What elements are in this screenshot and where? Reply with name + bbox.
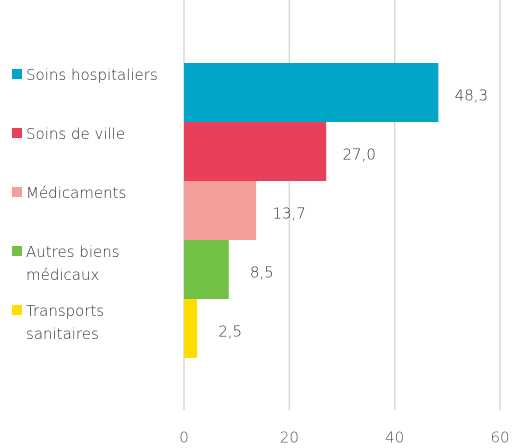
legend-swatch [12, 246, 22, 256]
bar [184, 299, 198, 358]
category-label: Médicaments [26, 184, 126, 202]
category-label-line: Autres biens [26, 243, 120, 261]
bar [184, 181, 257, 240]
category-label-line: sanitaires [26, 325, 99, 343]
category-label-line: Transports [26, 302, 104, 320]
value-label: 2,5 [218, 323, 242, 341]
x-tick-label: 40 [385, 429, 404, 447]
value-label: 48,3 [455, 87, 488, 105]
category-label-line: Soins de ville [26, 125, 125, 143]
legend-swatch [12, 305, 22, 315]
category-label: Soins de ville [26, 125, 125, 143]
category-label-line: Médicaments [26, 184, 126, 202]
legend-swatch [12, 69, 22, 79]
legend-swatch [12, 128, 22, 138]
x-tick-label: 20 [280, 429, 299, 447]
category-label: Soins hospitaliers [26, 66, 158, 84]
value-label: 8,5 [250, 264, 274, 282]
category-label: Transports sanitaires [26, 302, 104, 343]
category-label-line: médicaux [26, 266, 99, 284]
value-label: 27,0 [342, 146, 375, 164]
legend-swatch [12, 187, 22, 197]
x-tick-label: 0 [179, 429, 189, 447]
bar [184, 122, 327, 181]
bar [184, 63, 439, 122]
value-label: 13,7 [272, 205, 305, 223]
bar [184, 240, 229, 299]
x-tick-label: 60 [490, 429, 509, 447]
category-label: Autres biens médicaux [26, 243, 120, 284]
category-label-line: Soins hospitaliers [26, 66, 158, 84]
